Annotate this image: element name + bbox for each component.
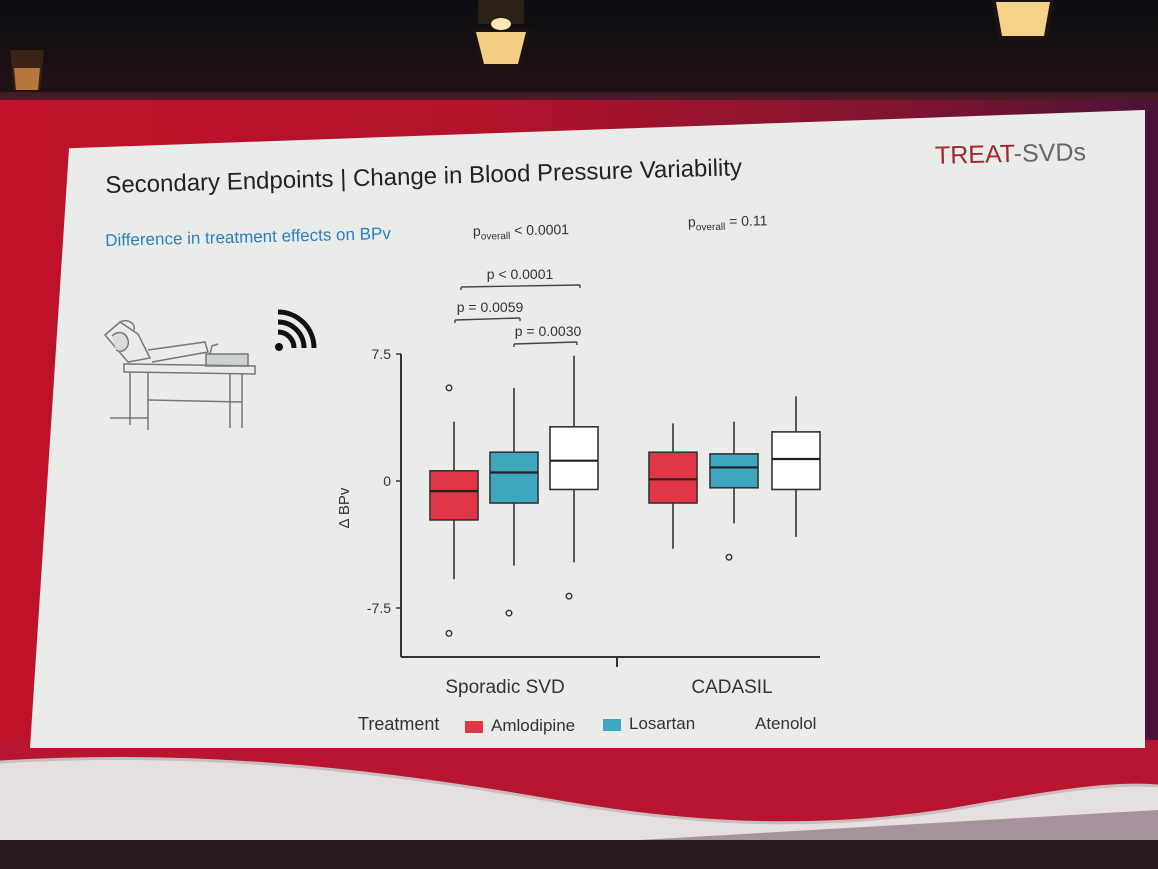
comparison-p-value: p < 0.0001	[487, 266, 554, 282]
outlier-point	[725, 553, 733, 561]
legend-label: Amlodipine	[491, 716, 576, 735]
legend-swatch	[729, 719, 747, 731]
y-tick-label: 7.5	[372, 346, 392, 362]
wave-decoration	[0, 740, 1158, 869]
comparison-p-value: p = 0.0030	[515, 323, 582, 339]
stage-light-icon	[10, 50, 44, 90]
stage-light-icon	[472, 0, 530, 68]
stage-light-icon	[992, 0, 1054, 40]
outlier-point	[505, 609, 513, 617]
wifi-icon	[275, 309, 317, 351]
outlier-point	[445, 384, 453, 392]
y-axis-label: Δ BPv	[336, 487, 353, 528]
ceiling-background	[0, 0, 1158, 110]
y-tick-label: 0	[383, 473, 391, 489]
legend-swatch	[465, 720, 483, 733]
x-category-label: CADASIL	[691, 677, 772, 698]
box-losartan	[709, 453, 759, 489]
legend-item-losartan: Losartan	[603, 714, 695, 734]
outlier-point	[565, 592, 573, 600]
box-amlodipine	[648, 451, 698, 504]
outlier-point	[445, 629, 453, 637]
x-category-label: Sporadic SVD	[445, 677, 564, 698]
comparison-bracket	[454, 317, 521, 321]
blood-pressure-monitor-icon	[103, 319, 256, 430]
comparison-p-value: p = 0.0059	[457, 299, 524, 315]
box-atenolol	[549, 426, 599, 491]
legend-label: Atenolol	[755, 714, 817, 733]
box-losartan	[489, 451, 539, 504]
y-tick-label: -7.5	[367, 600, 391, 616]
legend-swatch	[603, 718, 621, 731]
legend-title: Treatment	[358, 714, 440, 734]
legend: Treatment	[358, 714, 439, 735]
legend-item-atenolol: Atenolol	[729, 714, 816, 734]
legend-label: Losartan	[629, 714, 696, 733]
comparison-bracket	[460, 284, 581, 288]
comparison-bracket	[513, 341, 578, 345]
box-amlodipine	[429, 470, 479, 521]
box-atenolol	[771, 431, 821, 491]
legend-item-amlodipine: Amlodipine	[465, 716, 575, 736]
